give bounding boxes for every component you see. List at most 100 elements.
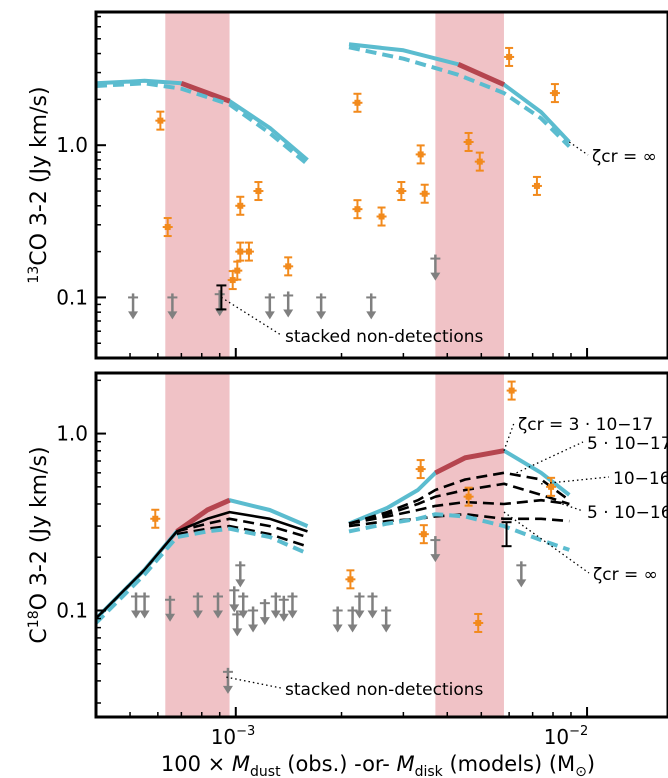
annotation-text-0: stacked non-detections	[285, 327, 484, 347]
model-highlight-2-1	[457, 62, 506, 87]
detection-point-1	[345, 569, 356, 590]
detection-marker	[476, 158, 483, 165]
detection-point-2	[415, 459, 426, 480]
model-curve-9	[348, 512, 570, 528]
detection-marker	[237, 202, 244, 209]
upper-limit-7	[430, 254, 441, 281]
upper-limit-6	[366, 293, 377, 320]
upper-limit-arrowhead	[381, 624, 392, 633]
bottom-panel: ζcr = 3 · 10−175 · 10−17 10−16 5 · 10−16 ζc…	[56, 371, 668, 719]
model-curve-10	[348, 512, 570, 552]
upper-limit-11	[259, 599, 270, 626]
upper-limit-arrowhead	[259, 617, 270, 626]
detection-marker	[506, 53, 513, 60]
detection-point-8	[283, 256, 294, 277]
annotation-text-0: ζcr = 3 · 10−17	[518, 415, 653, 435]
detection-point-12	[396, 181, 407, 202]
upper-limit-arrowhead	[283, 309, 294, 318]
annotation-text-4: ζcr = ∞	[593, 565, 658, 585]
model-curve-4	[94, 526, 309, 625]
model-highlight-5-1	[434, 448, 505, 476]
upper-limit-12	[270, 592, 281, 619]
annotation-text-1: 5 · 10−17	[587, 434, 668, 454]
detection-point-11	[376, 206, 387, 227]
upper-limit-7	[232, 610, 243, 637]
upper-limit-arrowhead	[131, 610, 142, 619]
upper-limit-arrowhead	[430, 554, 441, 563]
upper-limit-arrowhead	[222, 685, 233, 694]
annotation-text-3: 5 · 10−16	[587, 503, 668, 523]
model-highlight-0-0	[180, 80, 231, 104]
annotation-leader-0	[503, 422, 515, 451]
detection-marker	[417, 466, 424, 473]
detection-marker	[421, 190, 428, 197]
upper-limit-arrowhead	[238, 610, 249, 619]
detection-marker	[508, 387, 515, 394]
upper-limit-16	[347, 606, 358, 633]
upper-limit-arrowhead	[213, 610, 224, 619]
model-curve-1	[95, 510, 308, 620]
upper-limit-arrowhead	[354, 610, 365, 619]
detection-point-6	[506, 380, 517, 401]
upper-limit-5	[316, 293, 327, 320]
detection-marker	[229, 277, 236, 284]
ytick-label: 0.1	[56, 285, 88, 309]
upper-limit-1	[139, 592, 150, 619]
upper-limit-3	[192, 592, 203, 619]
upper-limit-14	[287, 592, 298, 619]
upper-limit-1	[167, 293, 178, 320]
upper-limit-10	[248, 606, 259, 633]
upper-limit-arrowhead	[248, 624, 259, 633]
model-curve-8	[348, 498, 570, 525]
top-ylabel: 13CO 3-2 (Jy km/s)	[26, 86, 52, 283]
upper-limit-3	[264, 293, 275, 320]
upper-limit-17	[354, 592, 365, 619]
upper-limit-arrowhead	[367, 610, 378, 619]
detection-marker	[164, 224, 171, 231]
detection-point-14	[419, 183, 430, 204]
detection-marker	[533, 182, 540, 189]
detection-point-7	[253, 181, 264, 202]
upper-limit-arrowhead	[332, 624, 343, 633]
model-curve-3	[176, 524, 308, 548]
detection-point-10	[352, 199, 363, 220]
annotation-leader-3	[562, 503, 584, 512]
upper-limit-arrowhead	[139, 610, 150, 619]
detection-point-3	[232, 260, 243, 281]
annotation-leader-1	[568, 141, 589, 156]
detection-point-4	[235, 241, 246, 262]
detection-point-17	[504, 46, 515, 67]
upper-limit-2	[165, 595, 176, 622]
upper-limit-arrowhead	[316, 311, 327, 320]
model-curve-1	[95, 81, 309, 166]
xtick-label-1e-2: 10−2	[544, 724, 589, 749]
detection-marker	[417, 151, 424, 158]
detection-point-19	[549, 83, 560, 104]
upper-limit-arrowhead	[287, 610, 298, 619]
upper-limit-0	[131, 592, 142, 619]
annotation-leader-0	[221, 296, 282, 336]
shaded-range-1	[435, 373, 504, 717]
detection-marker	[354, 99, 361, 106]
model-curve-3	[348, 45, 571, 148]
ytick-label: 0.1	[56, 598, 88, 622]
upper-limit-9	[238, 592, 249, 619]
detection-point-13	[415, 144, 426, 165]
x-axis-label: 100 × Mdust (obs.) -or- Mdisk (models) (…	[161, 752, 595, 778]
upper-limit-15	[332, 606, 343, 633]
annotation-text-1: ζcr = ∞	[592, 147, 657, 167]
ytick-label: 1.0	[56, 133, 88, 157]
upper-limit-arrowhead	[264, 311, 275, 320]
bottom-ylabel: C18O 3-2 (Jy km/s)	[26, 446, 52, 643]
annotation-text-2: 10−16	[613, 469, 668, 489]
detection-marker	[245, 248, 252, 255]
detection-marker	[465, 138, 472, 145]
detection-point-5	[473, 612, 484, 633]
detection-point-7	[546, 476, 557, 497]
upper-limit-8	[235, 561, 246, 588]
upper-limit-arrowhead	[229, 604, 240, 613]
detection-point-1	[162, 217, 173, 238]
model-curve-6	[348, 471, 571, 525]
detection-point-16	[474, 151, 485, 172]
